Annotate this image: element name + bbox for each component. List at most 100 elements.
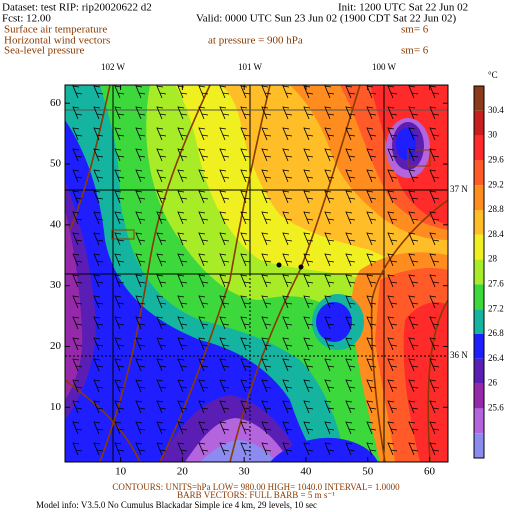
wind-barb xyxy=(345,127,356,141)
wind-barb xyxy=(408,148,419,162)
longitude-label: 100 W xyxy=(372,62,397,72)
wind-barb xyxy=(135,295,146,309)
wind-barb xyxy=(429,400,440,414)
wind-barb xyxy=(156,421,167,435)
wind-barb xyxy=(366,400,377,414)
wind-barb xyxy=(303,211,314,225)
wind-barb xyxy=(429,253,440,267)
wind-barb xyxy=(261,316,272,330)
colorbar-swatch xyxy=(474,185,484,210)
field-level: at pressure = 900 hPa xyxy=(208,35,303,47)
wind-barb xyxy=(219,106,230,120)
wind-barb xyxy=(135,337,146,351)
wind-barb xyxy=(177,295,188,309)
wind-barb xyxy=(156,379,167,393)
colorbar-swatch xyxy=(474,309,484,334)
wind-barb xyxy=(135,211,146,225)
wind-barb xyxy=(198,316,209,330)
wind-barb xyxy=(429,232,440,246)
wind-barb xyxy=(240,358,251,372)
colorbar-label: 28.4 xyxy=(488,229,504,239)
barb-info: BARB VECTORS: FULL BARB = 5 m s⁻¹ xyxy=(177,490,335,500)
wind-barb xyxy=(72,190,83,204)
wind-barb xyxy=(387,442,398,456)
wind-barb xyxy=(240,190,251,204)
wind-barb xyxy=(72,148,83,162)
wind-barb xyxy=(156,169,167,183)
wind-barb xyxy=(219,316,230,330)
wind-barb xyxy=(408,442,419,456)
wind-barb xyxy=(72,421,83,435)
wind-barb xyxy=(282,337,293,351)
wind-barb xyxy=(114,421,125,435)
wind-barb xyxy=(408,337,419,351)
wind-barb xyxy=(156,190,167,204)
wind-barb xyxy=(387,316,398,330)
wind-barb xyxy=(282,379,293,393)
wind-barb xyxy=(219,127,230,141)
wind-barb xyxy=(282,211,293,225)
wind-barb xyxy=(72,127,83,141)
colorbar-swatch xyxy=(474,135,484,161)
wind-barb xyxy=(387,421,398,435)
wind-barb xyxy=(156,211,167,225)
wind-barb xyxy=(177,442,188,456)
wind-barb xyxy=(261,442,272,456)
wind-barb xyxy=(135,85,146,99)
latitude-label: 37 N xyxy=(450,184,468,194)
wind-barb xyxy=(366,337,377,351)
wind-barb xyxy=(177,211,188,225)
wind-barb xyxy=(93,379,104,393)
colorbar-label: 28.8 xyxy=(488,204,504,214)
init-time: Init: 1200 UTC Sat 22 Jun 02 xyxy=(338,2,468,14)
wind-barb xyxy=(282,442,293,456)
wind-barb xyxy=(177,337,188,351)
wind-barb xyxy=(366,316,377,330)
wind-barb xyxy=(282,190,293,204)
wind-barb xyxy=(261,169,272,183)
wind-barb xyxy=(114,127,125,141)
wind-barb xyxy=(408,379,419,393)
wind-barb xyxy=(366,85,377,99)
wind-barb xyxy=(114,211,125,225)
x-tick-label: 10 xyxy=(115,466,127,478)
wind-barb xyxy=(156,358,167,372)
wind-barb xyxy=(429,148,440,162)
wind-barb xyxy=(429,337,440,351)
wind-barb xyxy=(261,253,272,267)
y-tick-label: 30 xyxy=(50,279,62,291)
wind-barb xyxy=(324,400,335,414)
wind-barb xyxy=(282,232,293,246)
wind-barb xyxy=(282,169,293,183)
wind-barb xyxy=(198,400,209,414)
wind-barb xyxy=(135,379,146,393)
wind-barb xyxy=(345,316,356,330)
wind-barb xyxy=(135,106,146,120)
wind-barb xyxy=(114,358,125,372)
wind-barb xyxy=(261,232,272,246)
wind-barb xyxy=(345,232,356,246)
wind-barb xyxy=(93,421,104,435)
colorbar-swatch xyxy=(474,234,484,260)
colorbar-label: 26 xyxy=(488,378,498,388)
wind-barb xyxy=(72,316,83,330)
wind-barb xyxy=(93,232,104,246)
wind-barb xyxy=(324,232,335,246)
wind-barb xyxy=(114,106,125,120)
wind-barb xyxy=(114,400,125,414)
wind-barb xyxy=(408,211,419,225)
wind-barb xyxy=(282,106,293,120)
wind-barb xyxy=(93,274,104,288)
wind-barb xyxy=(408,358,419,372)
forecast: Fcst: 12.00 xyxy=(2,13,51,25)
wind-barb xyxy=(72,379,83,393)
wind-barb xyxy=(240,169,251,183)
colorbar-swatch xyxy=(474,334,484,359)
wind-barb xyxy=(93,85,104,99)
wind-barb xyxy=(156,232,167,246)
wind-barb xyxy=(387,169,398,183)
wind-barb xyxy=(156,400,167,414)
wind-barb xyxy=(156,148,167,162)
wind-barb xyxy=(135,190,146,204)
wind-barb xyxy=(261,421,272,435)
